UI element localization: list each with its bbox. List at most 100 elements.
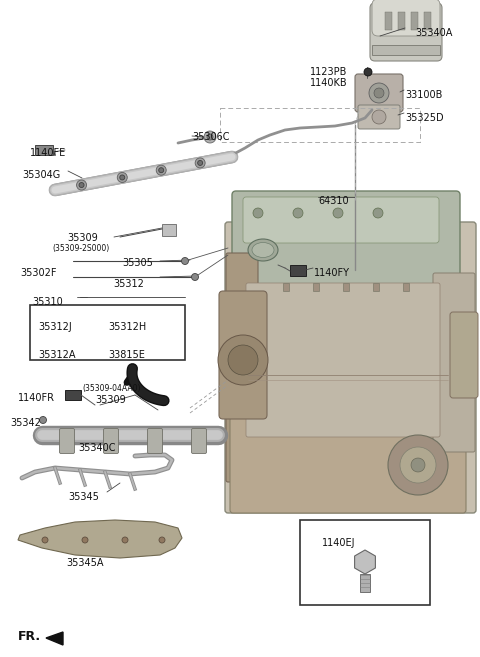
Circle shape: [181, 258, 189, 265]
Circle shape: [152, 444, 158, 450]
Polygon shape: [355, 550, 375, 574]
Ellipse shape: [252, 242, 274, 258]
Circle shape: [42, 537, 48, 543]
Circle shape: [369, 83, 389, 103]
Bar: [283, 283, 289, 291]
Bar: [65, 390, 81, 400]
Circle shape: [218, 335, 268, 385]
FancyBboxPatch shape: [147, 428, 163, 453]
Circle shape: [196, 444, 202, 450]
Circle shape: [156, 165, 166, 175]
Circle shape: [204, 131, 216, 143]
Polygon shape: [18, 520, 182, 558]
Ellipse shape: [248, 239, 278, 261]
Bar: [149, 330, 153, 346]
Circle shape: [117, 172, 127, 183]
FancyBboxPatch shape: [104, 428, 119, 453]
Circle shape: [373, 208, 383, 218]
FancyBboxPatch shape: [355, 74, 403, 112]
Circle shape: [133, 332, 143, 342]
Circle shape: [159, 168, 164, 173]
FancyBboxPatch shape: [433, 273, 475, 452]
FancyBboxPatch shape: [230, 417, 466, 513]
Text: 35340C: 35340C: [78, 443, 116, 453]
Text: 33100B: 33100B: [405, 90, 443, 100]
FancyBboxPatch shape: [60, 428, 74, 453]
Circle shape: [57, 332, 67, 342]
Circle shape: [195, 158, 205, 168]
Text: 35312A: 35312A: [38, 350, 75, 360]
Bar: [30, 305, 185, 360]
Text: 35312H: 35312H: [108, 322, 146, 332]
Text: 35342: 35342: [10, 418, 41, 428]
Circle shape: [122, 537, 128, 543]
Bar: [411, 12, 418, 30]
Text: 35325D: 35325D: [405, 113, 444, 123]
Bar: [373, 283, 379, 291]
FancyBboxPatch shape: [232, 191, 460, 294]
Circle shape: [388, 435, 448, 495]
Circle shape: [333, 208, 343, 218]
FancyBboxPatch shape: [243, 197, 439, 243]
Text: 35302F: 35302F: [20, 268, 57, 278]
Bar: [343, 283, 349, 291]
Text: 35305: 35305: [122, 258, 153, 268]
Text: 35309: 35309: [67, 233, 98, 243]
Text: FR.: FR.: [18, 630, 41, 643]
Circle shape: [129, 328, 147, 346]
Text: 35345: 35345: [68, 492, 99, 502]
Circle shape: [253, 208, 263, 218]
Text: (35309-2S000): (35309-2S000): [52, 244, 109, 253]
Circle shape: [39, 417, 47, 424]
FancyBboxPatch shape: [225, 222, 476, 513]
Text: 35312J: 35312J: [38, 322, 72, 332]
Polygon shape: [68, 325, 105, 348]
FancyBboxPatch shape: [372, 0, 440, 36]
Text: 1140KB: 1140KB: [310, 78, 348, 88]
Bar: [300, 520, 430, 605]
FancyBboxPatch shape: [370, 3, 442, 61]
Text: 35340A: 35340A: [415, 28, 452, 38]
Bar: [360, 574, 370, 592]
Circle shape: [198, 160, 203, 166]
FancyBboxPatch shape: [358, 105, 400, 129]
Bar: [35, 145, 53, 155]
Text: 35345A: 35345A: [66, 558, 104, 568]
Circle shape: [108, 444, 114, 450]
Bar: [385, 12, 392, 30]
Circle shape: [411, 458, 425, 472]
Text: 1140EJ: 1140EJ: [322, 538, 356, 548]
FancyBboxPatch shape: [219, 291, 267, 419]
Circle shape: [120, 175, 125, 180]
Bar: [313, 283, 319, 291]
Circle shape: [159, 537, 165, 543]
Text: 64310: 64310: [318, 196, 348, 206]
FancyBboxPatch shape: [450, 312, 478, 398]
Text: 35312: 35312: [113, 279, 144, 289]
Circle shape: [79, 183, 84, 187]
Bar: [424, 12, 431, 30]
Circle shape: [192, 273, 199, 281]
Text: 1123PB: 1123PB: [310, 67, 348, 77]
Circle shape: [64, 444, 70, 450]
Circle shape: [76, 180, 86, 190]
Text: 1140FR: 1140FR: [18, 393, 55, 403]
Circle shape: [293, 208, 303, 218]
Bar: [398, 12, 405, 30]
Circle shape: [207, 134, 213, 140]
FancyBboxPatch shape: [226, 253, 258, 482]
Text: (35309-04AA0): (35309-04AA0): [82, 384, 141, 393]
Circle shape: [364, 68, 372, 76]
Polygon shape: [46, 632, 63, 645]
Text: 35304G: 35304G: [22, 170, 60, 180]
Text: 1140FE: 1140FE: [30, 148, 66, 158]
Bar: [162, 224, 176, 236]
Bar: [290, 265, 306, 276]
Text: 33815E: 33815E: [108, 350, 145, 360]
Bar: [372, 45, 440, 55]
Text: 35306C: 35306C: [192, 132, 229, 142]
Circle shape: [374, 88, 384, 98]
Circle shape: [60, 334, 64, 340]
FancyBboxPatch shape: [246, 283, 440, 437]
Text: 35310: 35310: [32, 297, 63, 307]
